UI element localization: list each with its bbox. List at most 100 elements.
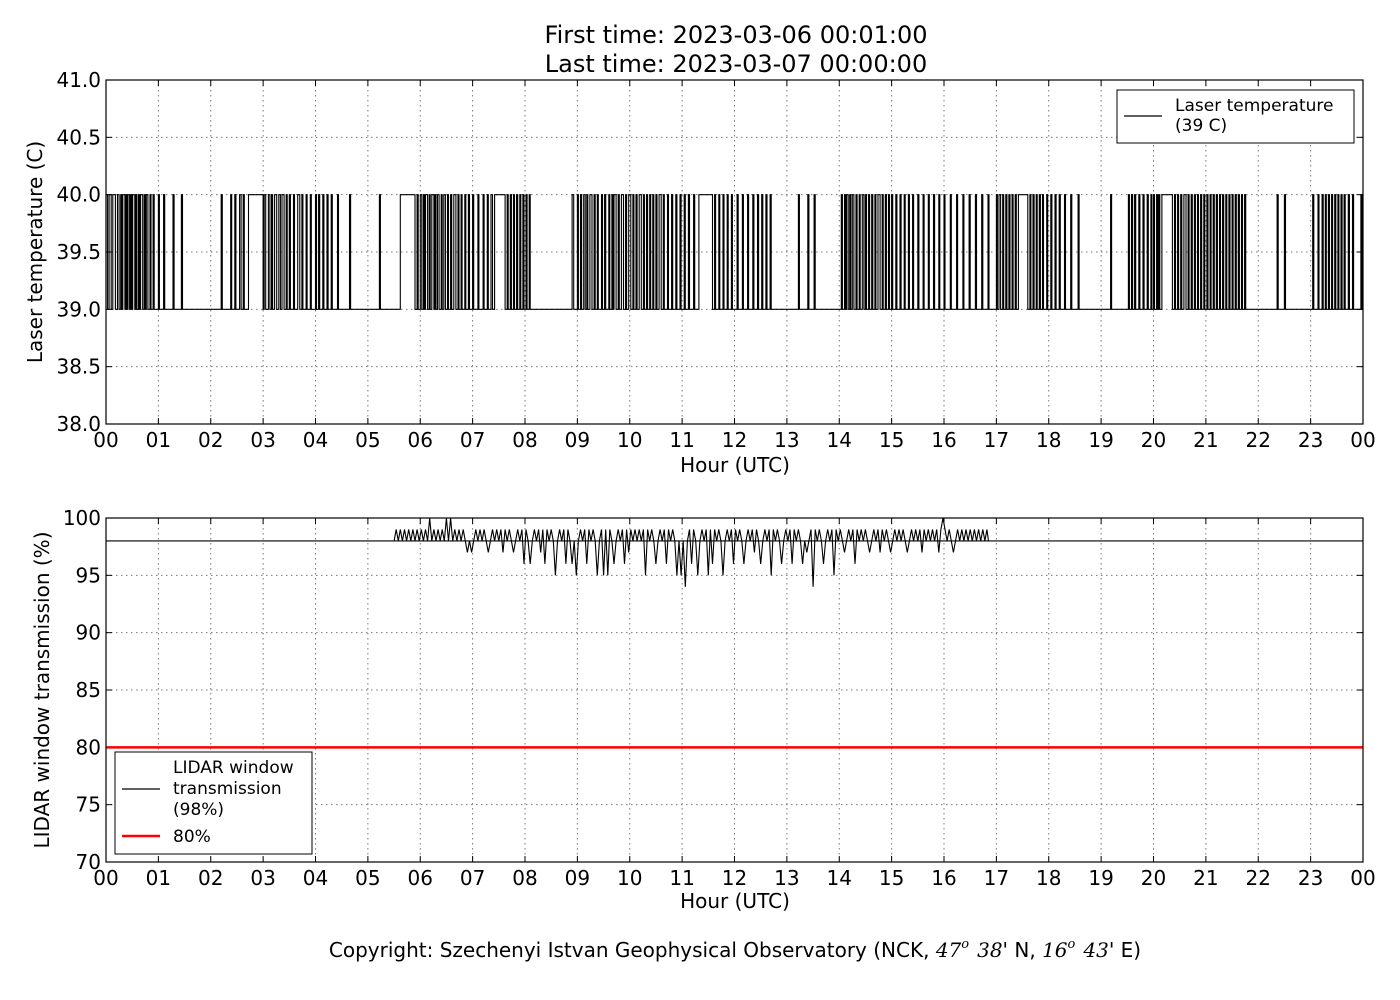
bottom-legend-lidar-line-1: LIDAR window (173, 758, 294, 778)
copyright-lat-degree-mark: o (961, 937, 969, 952)
copyright-lat-rest: ' N, (1003, 938, 1043, 962)
x-tick-label: 02 (198, 866, 223, 890)
x-tick-label: 12 (722, 428, 747, 452)
x-tick-label: 07 (460, 866, 485, 890)
x-tick-label: 12 (722, 866, 747, 890)
title-line-1: First time: 2023-03-06 00:01:00 (545, 21, 928, 49)
x-tick-label: 15 (879, 428, 904, 452)
x-tick-label: 00 (1350, 866, 1375, 890)
copyright-text: Copyright: Szechenyi Istvan Geophysical … (329, 937, 1141, 962)
y-tick-label: 41.0 (56, 68, 101, 92)
x-tick-label: 00 (93, 428, 118, 452)
bottom-y-axis-label: LIDAR window transmission (%) (30, 532, 54, 849)
y-tick-label: 100 (63, 506, 101, 530)
y-tick-label: 85 (76, 678, 101, 702)
y-tick-label: 39.0 (56, 297, 101, 321)
laser-temperature-series (105, 194, 1363, 310)
bottom-x-axis-label: Hour (UTC) (680, 889, 790, 913)
x-tick-label: 16 (931, 428, 956, 452)
y-tick-label: 70 (76, 850, 101, 874)
x-tick-label: 11 (669, 428, 694, 452)
x-tick-label: 04 (303, 866, 328, 890)
laser-temperature-line (105, 194, 1363, 310)
copyright-lon-minutes: 43 (1082, 938, 1108, 962)
x-tick-label: 03 (250, 428, 275, 452)
x-tick-label: 08 (512, 866, 537, 890)
y-tick-label: 40.5 (56, 125, 101, 149)
top-y-tick-labels: 38.0 38.5 39.0 39.5 40.0 40.5 41.0 (56, 68, 101, 436)
x-tick-label: 13 (774, 866, 799, 890)
copyright-prefix: Copyright: Szechenyi Istvan Geophysical … (329, 938, 936, 962)
x-tick-label: 23 (1298, 866, 1323, 890)
laser-temperature-panel: 00 01 02 03 04 05 06 07 08 09 10 11 12 13 14 15 16 17 18 19… (23, 68, 1376, 477)
top-legend-label-line-2: (39 C) (1175, 116, 1227, 136)
x-tick-label: 17 (984, 428, 1009, 452)
bottom-legend: LIDAR window transmission (98%) 80% (114, 751, 313, 855)
x-tick-label: 04 (303, 428, 328, 452)
x-tick-label: 14 (827, 866, 852, 890)
bottom-legend-lidar-line-2: transmission (173, 779, 282, 799)
x-tick-label: 16 (931, 866, 956, 890)
top-x-axis-label: Hour (UTC) (680, 453, 790, 477)
x-tick-label: 06 (408, 428, 433, 452)
y-tick-label: 75 (76, 793, 101, 817)
lidar-transmission-panel: 00 01 02 03 04 05 06 07 08 09 10 11 12 13 14 15 16 17 18 19… (30, 506, 1376, 913)
y-tick-label: 40.0 (56, 183, 101, 207)
x-tick-label: 19 (1088, 428, 1113, 452)
x-tick-label: 19 (1088, 866, 1113, 890)
y-tick-label: 90 (76, 621, 101, 645)
x-tick-label: 06 (408, 866, 433, 890)
x-tick-label: 23 (1298, 428, 1323, 452)
x-tick-label: 10 (617, 866, 642, 890)
copyright-lon-rest: ' E) (1109, 938, 1141, 962)
top-legend: Laser temperature (39 C) (1116, 89, 1355, 144)
x-tick-label: 01 (146, 428, 171, 452)
y-tick-label: 39.5 (56, 240, 101, 264)
x-tick-label: 00 (93, 866, 118, 890)
x-tick-label: 08 (512, 428, 537, 452)
x-tick-label: 15 (879, 866, 904, 890)
y-tick-label: 95 (76, 563, 101, 587)
y-tick-label: 38.5 (56, 355, 101, 379)
x-tick-label: 17 (984, 866, 1009, 890)
copyright-lat-degrees: 47 (935, 938, 962, 962)
top-y-axis-label: Laser temperature (C) (23, 141, 47, 363)
x-tick-label: 09 (565, 866, 590, 890)
lidar-transmission-line (393, 517, 990, 587)
x-tick-label: 09 (565, 428, 590, 452)
copyright-lat-minutes: 38 (977, 938, 1002, 962)
x-tick-label: 02 (198, 428, 223, 452)
copyright-lon-degrees: 16 (1042, 938, 1068, 962)
bottom-x-tick-labels: 00 01 02 03 04 05 06 07 08 09 10 11 12 13 14 15 16 17 18 19… (93, 866, 1375, 890)
top-axes-frame (105, 79, 1364, 425)
top-x-tick-labels: 00 01 02 03 04 05 06 07 08 09 10 11 12 13 14 15 16 17 18 19… (93, 428, 1375, 452)
x-tick-label: 20 (1141, 866, 1166, 890)
x-tick-label: 05 (355, 428, 380, 452)
x-tick-label: 21 (1193, 428, 1218, 452)
y-tick-label: 80 (76, 735, 101, 759)
top-legend-label-line-1: Laser temperature (1175, 96, 1333, 116)
x-tick-label: 21 (1193, 866, 1218, 890)
x-tick-label: 20 (1141, 428, 1166, 452)
bottom-legend-threshold-label: 80% (173, 827, 211, 847)
lidar-transmission-series (106, 517, 1363, 749)
x-tick-label: 11 (669, 866, 694, 890)
x-tick-label: 18 (1036, 866, 1061, 890)
x-tick-label: 10 (617, 428, 642, 452)
x-tick-label: 00 (1350, 428, 1375, 452)
x-tick-label: 22 (1246, 428, 1271, 452)
copyright-lon-degree-mark: o (1068, 937, 1076, 952)
x-tick-label: 18 (1036, 428, 1061, 452)
x-tick-label: 14 (827, 428, 852, 452)
title-line-2: Last time: 2023-03-07 00:00:00 (545, 50, 927, 78)
x-tick-label: 05 (355, 866, 380, 890)
bottom-axes-frame (105, 517, 1364, 863)
x-tick-label: 03 (250, 866, 275, 890)
x-tick-label: 13 (774, 428, 799, 452)
x-tick-label: 01 (146, 866, 171, 890)
x-tick-label: 22 (1246, 866, 1271, 890)
x-tick-label: 07 (460, 428, 485, 452)
y-tick-label: 38.0 (56, 412, 101, 436)
top-legend-box (1116, 89, 1355, 144)
